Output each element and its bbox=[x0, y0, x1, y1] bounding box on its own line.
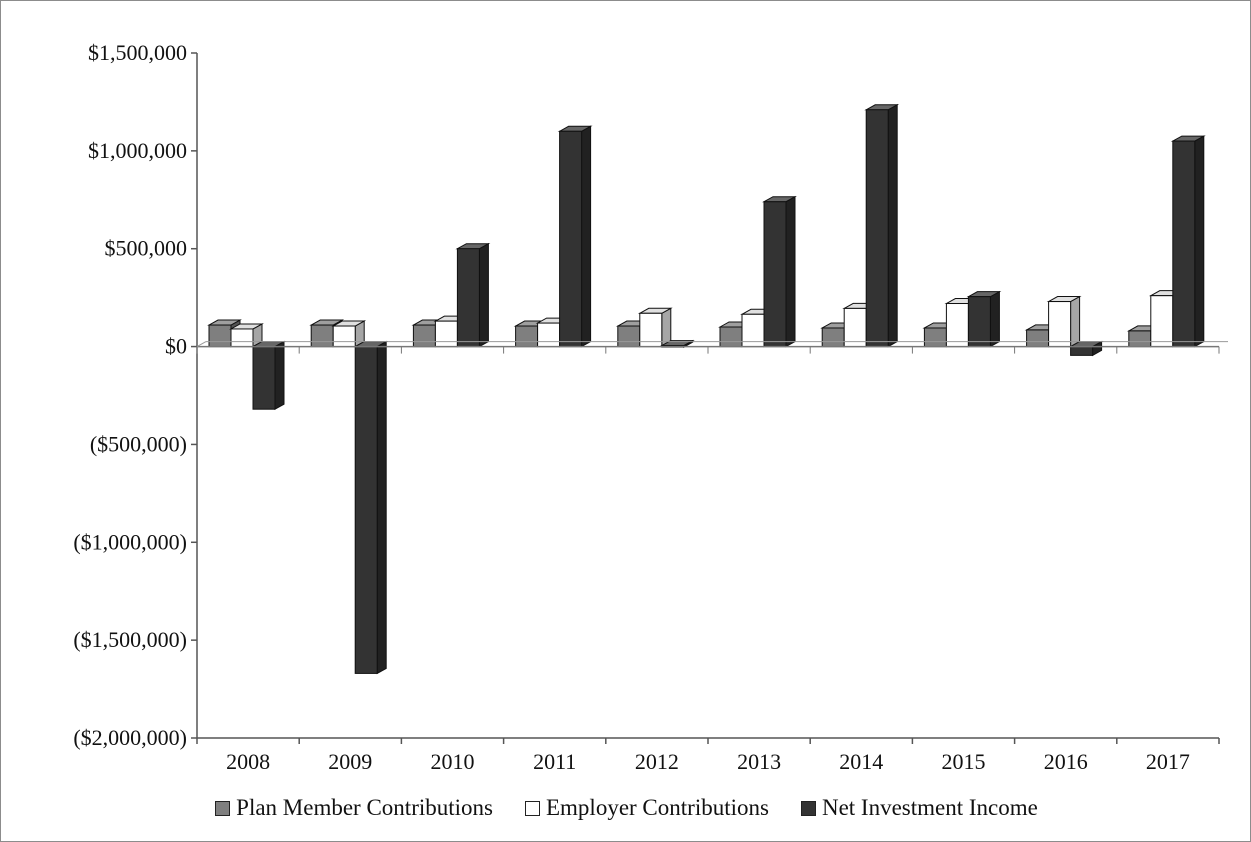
y-tick-label: $500,000 bbox=[105, 236, 188, 261]
x-tick-label: 2017 bbox=[1146, 749, 1190, 774]
bar-side bbox=[1194, 135, 1205, 348]
x-tick-label: 2010 bbox=[431, 749, 475, 774]
bars bbox=[207, 103, 1206, 675]
x-tick-label: 2013 bbox=[737, 749, 781, 774]
y-tick-label: $0 bbox=[165, 334, 187, 359]
bar-front bbox=[354, 346, 378, 674]
bar-front bbox=[1150, 295, 1174, 348]
bar-side bbox=[785, 195, 796, 348]
bar-2015-s2 bbox=[966, 290, 1002, 348]
bar-front bbox=[559, 130, 583, 348]
bar-front bbox=[945, 303, 969, 348]
bar-front bbox=[967, 296, 991, 348]
bar-front bbox=[252, 346, 276, 410]
bar-2016-s2 bbox=[1068, 340, 1104, 357]
bar-front bbox=[1070, 346, 1094, 356]
bar-front bbox=[310, 324, 334, 348]
bar-side bbox=[989, 290, 1000, 348]
y-tick-label: ($2,000,000) bbox=[73, 725, 187, 750]
x-tick-label: 2008 bbox=[226, 749, 270, 774]
bar-front bbox=[456, 248, 480, 348]
x-tick-label: 2011 bbox=[533, 749, 576, 774]
bar-front bbox=[719, 326, 743, 348]
legend-swatch-net-investment bbox=[800, 800, 816, 816]
bar-front bbox=[1026, 329, 1050, 348]
y-tick-label: $1,500,000 bbox=[88, 40, 187, 65]
legend-label-net-investment: Net Investment Income bbox=[821, 795, 1038, 820]
bar-front bbox=[1128, 330, 1152, 348]
x-tick-label: 2014 bbox=[839, 749, 883, 774]
bar-side bbox=[376, 340, 387, 675]
y-tick-label: ($1,000,000) bbox=[73, 529, 187, 554]
bar-front bbox=[332, 325, 356, 348]
zero-line-side bbox=[196, 341, 207, 348]
chart-plot: $1,500,000 $1,000,000 $500,000 $0 ($500,000)… bbox=[73, 40, 1228, 774]
bar-front bbox=[412, 324, 436, 348]
bar-2009-s2 bbox=[353, 340, 389, 675]
bar-2009-s1 bbox=[331, 320, 367, 348]
x-tick-label: 2009 bbox=[328, 749, 372, 774]
legend-item-employer: Employer Contributions bbox=[524, 795, 769, 821]
legend-item-plan-member: Plan Member Contributions bbox=[215, 795, 493, 821]
x-tick-label: 2015 bbox=[942, 749, 986, 774]
bar-2014-s2 bbox=[864, 103, 900, 348]
x-tick-label: 2012 bbox=[635, 749, 679, 774]
bar-side bbox=[581, 125, 592, 348]
bar-2013-s2 bbox=[762, 195, 797, 348]
bar-side bbox=[274, 340, 285, 411]
bar-front bbox=[208, 324, 232, 348]
legend-swatch-employer bbox=[524, 800, 540, 816]
legend-item-net-investment: Net Investment Income bbox=[800, 795, 1038, 821]
bar-2017-s2 bbox=[1170, 135, 1206, 348]
y-tick-label: ($1,500,000) bbox=[73, 627, 187, 652]
bar-front bbox=[537, 322, 561, 348]
y-axis: $1,500,000 $1,000,000 $500,000 $0 ($500,000)… bbox=[73, 40, 198, 750]
legend-swatch-plan-member bbox=[215, 800, 231, 816]
legend: Plan Member Contributions Employer Contr… bbox=[1, 790, 1251, 826]
bar-front bbox=[1048, 301, 1072, 348]
bar-front bbox=[821, 327, 845, 348]
bar-front bbox=[434, 320, 458, 348]
bar-front bbox=[617, 325, 641, 348]
bar-side bbox=[478, 242, 489, 348]
bar-front bbox=[843, 307, 867, 348]
bar-front bbox=[230, 328, 254, 348]
x-tick-label: 2016 bbox=[1044, 749, 1088, 774]
x-axis: 2008 2009 2010 2011 2012 2013 2014 2015 2016 2017 bbox=[196, 341, 1228, 774]
bar-2011-s2 bbox=[557, 125, 593, 348]
bar-front bbox=[763, 201, 787, 348]
bar-front bbox=[515, 325, 539, 348]
bar-side bbox=[887, 103, 898, 348]
bar-2008-s2 bbox=[251, 340, 286, 411]
legend-label-plan-member: Plan Member Contributions bbox=[236, 795, 493, 820]
bar-2012-s1 bbox=[637, 307, 673, 348]
bar-2008-s1 bbox=[229, 323, 264, 348]
y-tick-label: $1,000,000 bbox=[88, 138, 187, 163]
bar-front bbox=[865, 109, 889, 348]
bar-2010-s2 bbox=[455, 242, 491, 348]
bar-2016-s1 bbox=[1046, 295, 1082, 348]
y-tick-label: ($500,000) bbox=[90, 431, 187, 456]
bar-front bbox=[1172, 140, 1196, 348]
bar-side bbox=[1070, 295, 1081, 348]
legend-label-employer: Employer Contributions bbox=[545, 795, 769, 820]
bar-front bbox=[923, 327, 947, 348]
